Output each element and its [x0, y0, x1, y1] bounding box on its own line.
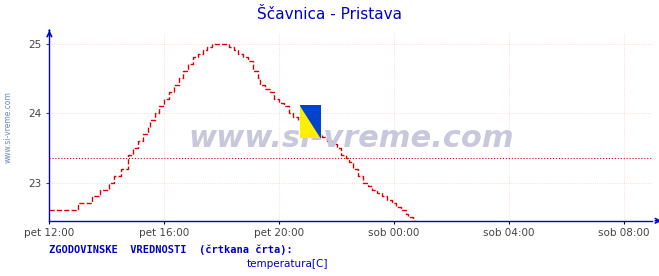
Text: Ščavnica - Pristava: Ščavnica - Pristava	[257, 7, 402, 22]
Text: temperatura[C]: temperatura[C]	[247, 259, 329, 269]
Text: www.si-vreme.com: www.si-vreme.com	[3, 91, 13, 163]
Text: ZGODOVINSKE  VREDNOSTI  (črtkana črta):: ZGODOVINSKE VREDNOSTI (črtkana črta):	[49, 244, 293, 255]
Polygon shape	[300, 105, 321, 138]
Polygon shape	[300, 105, 321, 138]
Text: www.si-vreme.com: www.si-vreme.com	[188, 124, 514, 153]
